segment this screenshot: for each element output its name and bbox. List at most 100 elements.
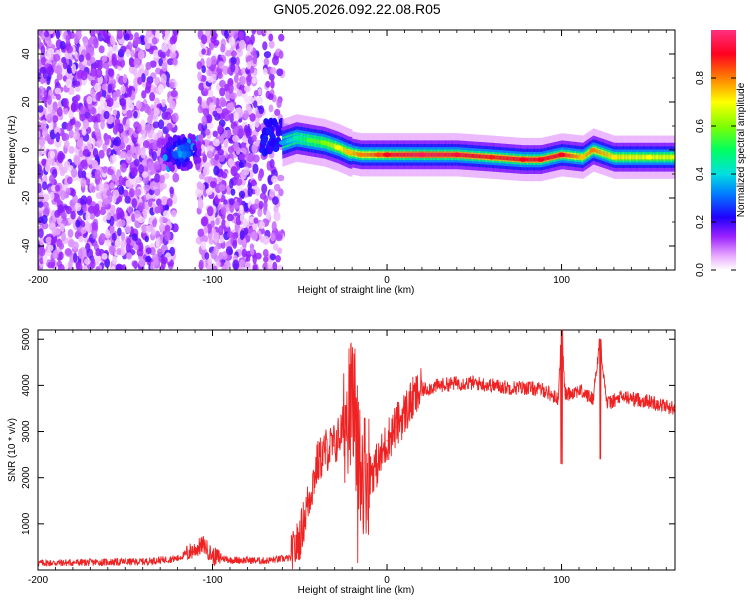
heatmap-cell — [124, 195, 131, 204]
heatmap-cell — [262, 235, 270, 245]
heatmap-cell — [219, 79, 226, 88]
heatmap-cell — [102, 61, 107, 69]
heatmap-cell — [154, 230, 161, 238]
heatmap-cell — [137, 76, 143, 85]
heatmap-cell — [177, 150, 183, 158]
heatmap-cell — [251, 77, 258, 84]
heatmap-cell — [249, 65, 255, 74]
heatmap-cell — [58, 162, 64, 172]
heatmap-cell — [60, 190, 66, 201]
heatmap-cell — [239, 230, 245, 241]
heatmap-cell — [125, 243, 131, 253]
heatmap-cell — [116, 248, 122, 256]
ridge-segment — [445, 152, 447, 157]
heatmap-cell — [45, 236, 52, 244]
heatmap-cell — [230, 62, 236, 73]
heatmap-cell — [229, 92, 237, 100]
heatmap-cell — [276, 98, 282, 109]
ridge-segment — [468, 153, 470, 158]
heatmap-cell — [159, 182, 167, 190]
heatmap-cell — [74, 94, 81, 102]
heatmap-cell — [245, 75, 253, 83]
heatmap-cell — [59, 223, 65, 232]
ridge-segment — [531, 157, 534, 162]
heatmap-cell — [206, 206, 214, 217]
ridge-segment — [496, 155, 498, 160]
heatmap-cell — [104, 239, 112, 247]
ridge-segment — [444, 152, 446, 157]
ridge-segment — [364, 152, 366, 157]
heatmap-cell — [160, 138, 166, 146]
heatmap-cell — [152, 121, 160, 129]
heatmap-cell — [207, 75, 214, 83]
heatmap-cell — [278, 33, 285, 42]
ridge-segment — [513, 156, 515, 161]
heatmap-cell — [164, 224, 171, 234]
heatmap-cell — [74, 33, 80, 44]
heatmap-cell — [169, 246, 175, 257]
heatmap-cell — [51, 226, 57, 237]
heatmap-cell — [41, 214, 48, 224]
heatmap-cell — [98, 149, 105, 159]
heatmap-cell — [160, 256, 168, 265]
ridge-segment — [290, 137, 292, 143]
heatmap-cell — [144, 34, 149, 44]
ridge-segment — [548, 155, 550, 160]
heatmap-cell — [206, 114, 213, 124]
heatmap-cell — [66, 176, 73, 185]
heatmap-cell — [68, 129, 74, 139]
heatmap-cell — [247, 182, 252, 191]
ridge-segment — [495, 155, 497, 160]
ridge-segment — [427, 152, 429, 157]
heatmap-cell — [162, 153, 168, 161]
heatmap-cell — [106, 97, 114, 108]
heatmap-cell — [47, 244, 54, 252]
heatmap-cell — [227, 78, 234, 86]
heatmap-cell — [148, 198, 153, 208]
heatmap-cell — [257, 172, 263, 182]
heatmap-cell — [227, 158, 234, 167]
ridge-segment — [510, 156, 513, 161]
ridge-segment — [509, 156, 511, 161]
heatmap-cell — [258, 200, 264, 210]
heatmap-cell — [195, 187, 203, 198]
heatmap-cell — [203, 226, 209, 235]
ridge-segment — [406, 152, 408, 157]
heatmap-cell — [212, 138, 220, 147]
ridge-segment — [476, 154, 478, 159]
heatmap-cell — [93, 37, 99, 45]
ridge-segment — [425, 152, 427, 157]
heatmap-cell — [206, 121, 214, 129]
ridge-segment — [551, 155, 553, 160]
heatmap-cell — [151, 36, 158, 45]
heatmap-cell — [224, 30, 229, 39]
ridge-segment — [498, 155, 501, 160]
ridge-segment — [369, 152, 371, 157]
ridge-segment — [430, 152, 432, 157]
heatmap-cell — [70, 102, 77, 113]
heatmap-cell — [112, 44, 119, 54]
heatmap-cell — [210, 55, 217, 66]
heatmap-cell — [166, 151, 172, 159]
heatmap-cell — [207, 150, 213, 158]
heatmap-cell — [81, 129, 87, 136]
ridge-segment — [533, 157, 535, 162]
ridge-segment — [500, 155, 502, 160]
heatmap-cell — [257, 96, 263, 105]
heatmap-cell — [223, 111, 231, 122]
heatmap-cell — [176, 138, 182, 146]
heatmap-cell — [145, 247, 152, 255]
heatmap-cell — [161, 98, 166, 108]
heatmap-cell — [126, 149, 133, 158]
heatmap-cell — [75, 261, 81, 270]
heatmap-cell — [104, 135, 110, 146]
heatmap-cell — [238, 190, 246, 199]
ridge-segment — [536, 157, 538, 162]
heatmap-cell — [124, 123, 130, 131]
ridge-segment — [471, 153, 473, 158]
heatmap-cell — [68, 146, 75, 154]
heatmap-cell — [159, 215, 164, 225]
heatmap-cell — [154, 188, 161, 196]
heatmap-cell — [125, 179, 131, 188]
